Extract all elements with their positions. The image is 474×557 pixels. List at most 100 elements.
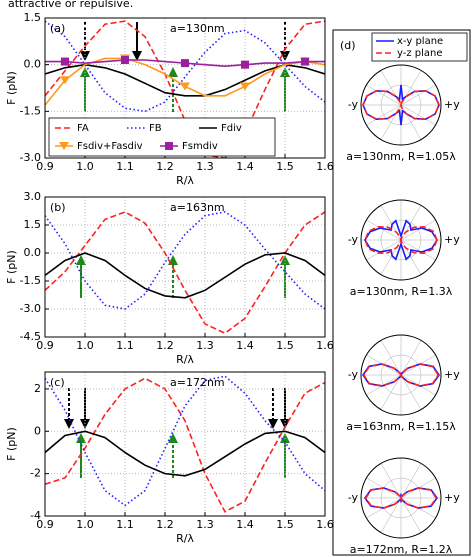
y-tick-label: 0 bbox=[34, 424, 41, 437]
polar-line bbox=[364, 225, 438, 255]
y-tick-label: 0.0 bbox=[24, 246, 42, 259]
x-axis-label: R/λ bbox=[176, 174, 194, 187]
left-label: -y bbox=[348, 98, 359, 111]
left-label: -y bbox=[348, 368, 359, 381]
marker bbox=[60, 76, 70, 85]
right-label: +y bbox=[444, 233, 460, 246]
x-tick-label: 1.3 bbox=[196, 339, 214, 352]
legend-label: FB bbox=[149, 123, 162, 134]
y-tick-label: -3.0 bbox=[20, 302, 41, 315]
annotation: a=163nm bbox=[170, 201, 225, 214]
ring bbox=[380, 477, 422, 519]
y-tick-label: -1.5 bbox=[20, 274, 41, 287]
x-tick-label: 1.2 bbox=[156, 339, 174, 352]
arrows bbox=[64, 22, 290, 478]
marker bbox=[181, 59, 189, 68]
x-tick-label: 1.0 bbox=[76, 339, 94, 352]
series-line bbox=[45, 430, 325, 477]
plot-frame bbox=[44, 17, 326, 159]
annotation: a=130nm bbox=[170, 22, 225, 35]
marker bbox=[240, 82, 250, 91]
x-tick-label: 0.9 bbox=[36, 160, 54, 173]
right-label: +y bbox=[444, 491, 460, 504]
ring bbox=[380, 354, 422, 396]
header-text: attractive or repulsive. bbox=[8, 0, 133, 10]
legend-label: y-z plane bbox=[397, 48, 443, 59]
x-tick-label: 1.2 bbox=[156, 518, 174, 531]
y-tick-label: -4.5 bbox=[20, 330, 41, 343]
x-tick-label: 0.9 bbox=[36, 518, 54, 531]
y-tick-label: -1.5 bbox=[20, 104, 41, 117]
x-tick-label: 1.3 bbox=[196, 160, 214, 173]
ring bbox=[360, 199, 442, 281]
y-axis-label: F (pN) bbox=[5, 250, 18, 284]
y-tick-label: 0.0 bbox=[24, 58, 42, 71]
ring bbox=[360, 64, 442, 146]
x-tick-label: 1.6 bbox=[316, 339, 334, 352]
polar-line bbox=[364, 487, 438, 509]
y-axis-label: F (pN) bbox=[5, 427, 18, 461]
legend-label: x-y plane bbox=[397, 36, 443, 47]
legend-box bbox=[48, 117, 276, 157]
marker bbox=[121, 56, 129, 64]
legend-label: Fsdiv+Fasdiv bbox=[77, 141, 143, 152]
series-line bbox=[45, 211, 325, 335]
x-axis-label: R/λ bbox=[176, 353, 194, 366]
x-tick-label: 1.4 bbox=[236, 518, 254, 531]
y-tick-label: 1.5 bbox=[24, 11, 42, 24]
y-tick-label: -3.0 bbox=[20, 151, 41, 164]
x-tick-label: 1.0 bbox=[76, 518, 94, 531]
annotation: a=172nm bbox=[170, 376, 225, 389]
x-tick-label: 1.4 bbox=[236, 160, 254, 173]
x-tick-label: 1.1 bbox=[116, 339, 134, 352]
marker bbox=[241, 60, 249, 69]
series-line bbox=[45, 377, 325, 513]
plot-title: a=130nm, R=1.05λ bbox=[346, 150, 456, 163]
y-tick-label: -4 bbox=[30, 509, 41, 522]
x-tick-label: 1.5 bbox=[276, 518, 294, 531]
y-tick-label: -2 bbox=[30, 467, 41, 480]
x-axis-label: R/λ bbox=[176, 532, 194, 545]
panel-label: (b) bbox=[50, 201, 66, 214]
x-tick-label: 1.5 bbox=[276, 339, 294, 352]
series-line bbox=[45, 211, 325, 310]
marker bbox=[180, 82, 190, 91]
y-tick-label: 3.0 bbox=[24, 190, 42, 203]
plot-title: a=172nm, R=1.2λ bbox=[350, 543, 453, 556]
marker bbox=[301, 57, 309, 66]
marker bbox=[59, 142, 69, 150]
x-tick-label: 1.3 bbox=[196, 518, 214, 531]
series-line bbox=[45, 252, 325, 299]
ring bbox=[360, 334, 442, 416]
marker bbox=[61, 57, 69, 66]
polar-line bbox=[364, 219, 438, 261]
series-line bbox=[45, 20, 325, 113]
x-tick-label: 1.5 bbox=[276, 160, 294, 173]
y-tick-label: 2 bbox=[34, 382, 41, 395]
legend-label: FA bbox=[77, 123, 89, 134]
plot-frame bbox=[44, 371, 326, 517]
legend-box bbox=[371, 32, 468, 62]
x-tick-label: 1.1 bbox=[116, 160, 134, 173]
left-label: -y bbox=[348, 233, 359, 246]
y-tick-label: 1.5 bbox=[24, 218, 42, 231]
x-tick-label: 1.2 bbox=[156, 160, 174, 173]
plot-title: a=130nm, R=1.3λ bbox=[350, 285, 453, 298]
series-line bbox=[45, 375, 325, 507]
x-tick-label: 1.0 bbox=[76, 160, 94, 173]
polar-line bbox=[362, 363, 440, 387]
x-tick-label: 1.6 bbox=[316, 160, 334, 173]
x-tick-label: 1.1 bbox=[116, 518, 134, 531]
left-label: -y bbox=[348, 491, 359, 504]
marker bbox=[165, 142, 173, 150]
series-line bbox=[45, 63, 325, 97]
plot-title: a=163nm, R=1.15λ bbox=[346, 420, 456, 433]
polar-line bbox=[362, 89, 440, 121]
panel-label: (d) bbox=[340, 39, 356, 52]
ring bbox=[360, 457, 442, 539]
x-tick-label: 1.6 bbox=[316, 518, 334, 531]
x-tick-label: 1.4 bbox=[236, 339, 254, 352]
legend-label: Fdiv bbox=[221, 123, 242, 134]
right-label: +y bbox=[444, 368, 460, 381]
